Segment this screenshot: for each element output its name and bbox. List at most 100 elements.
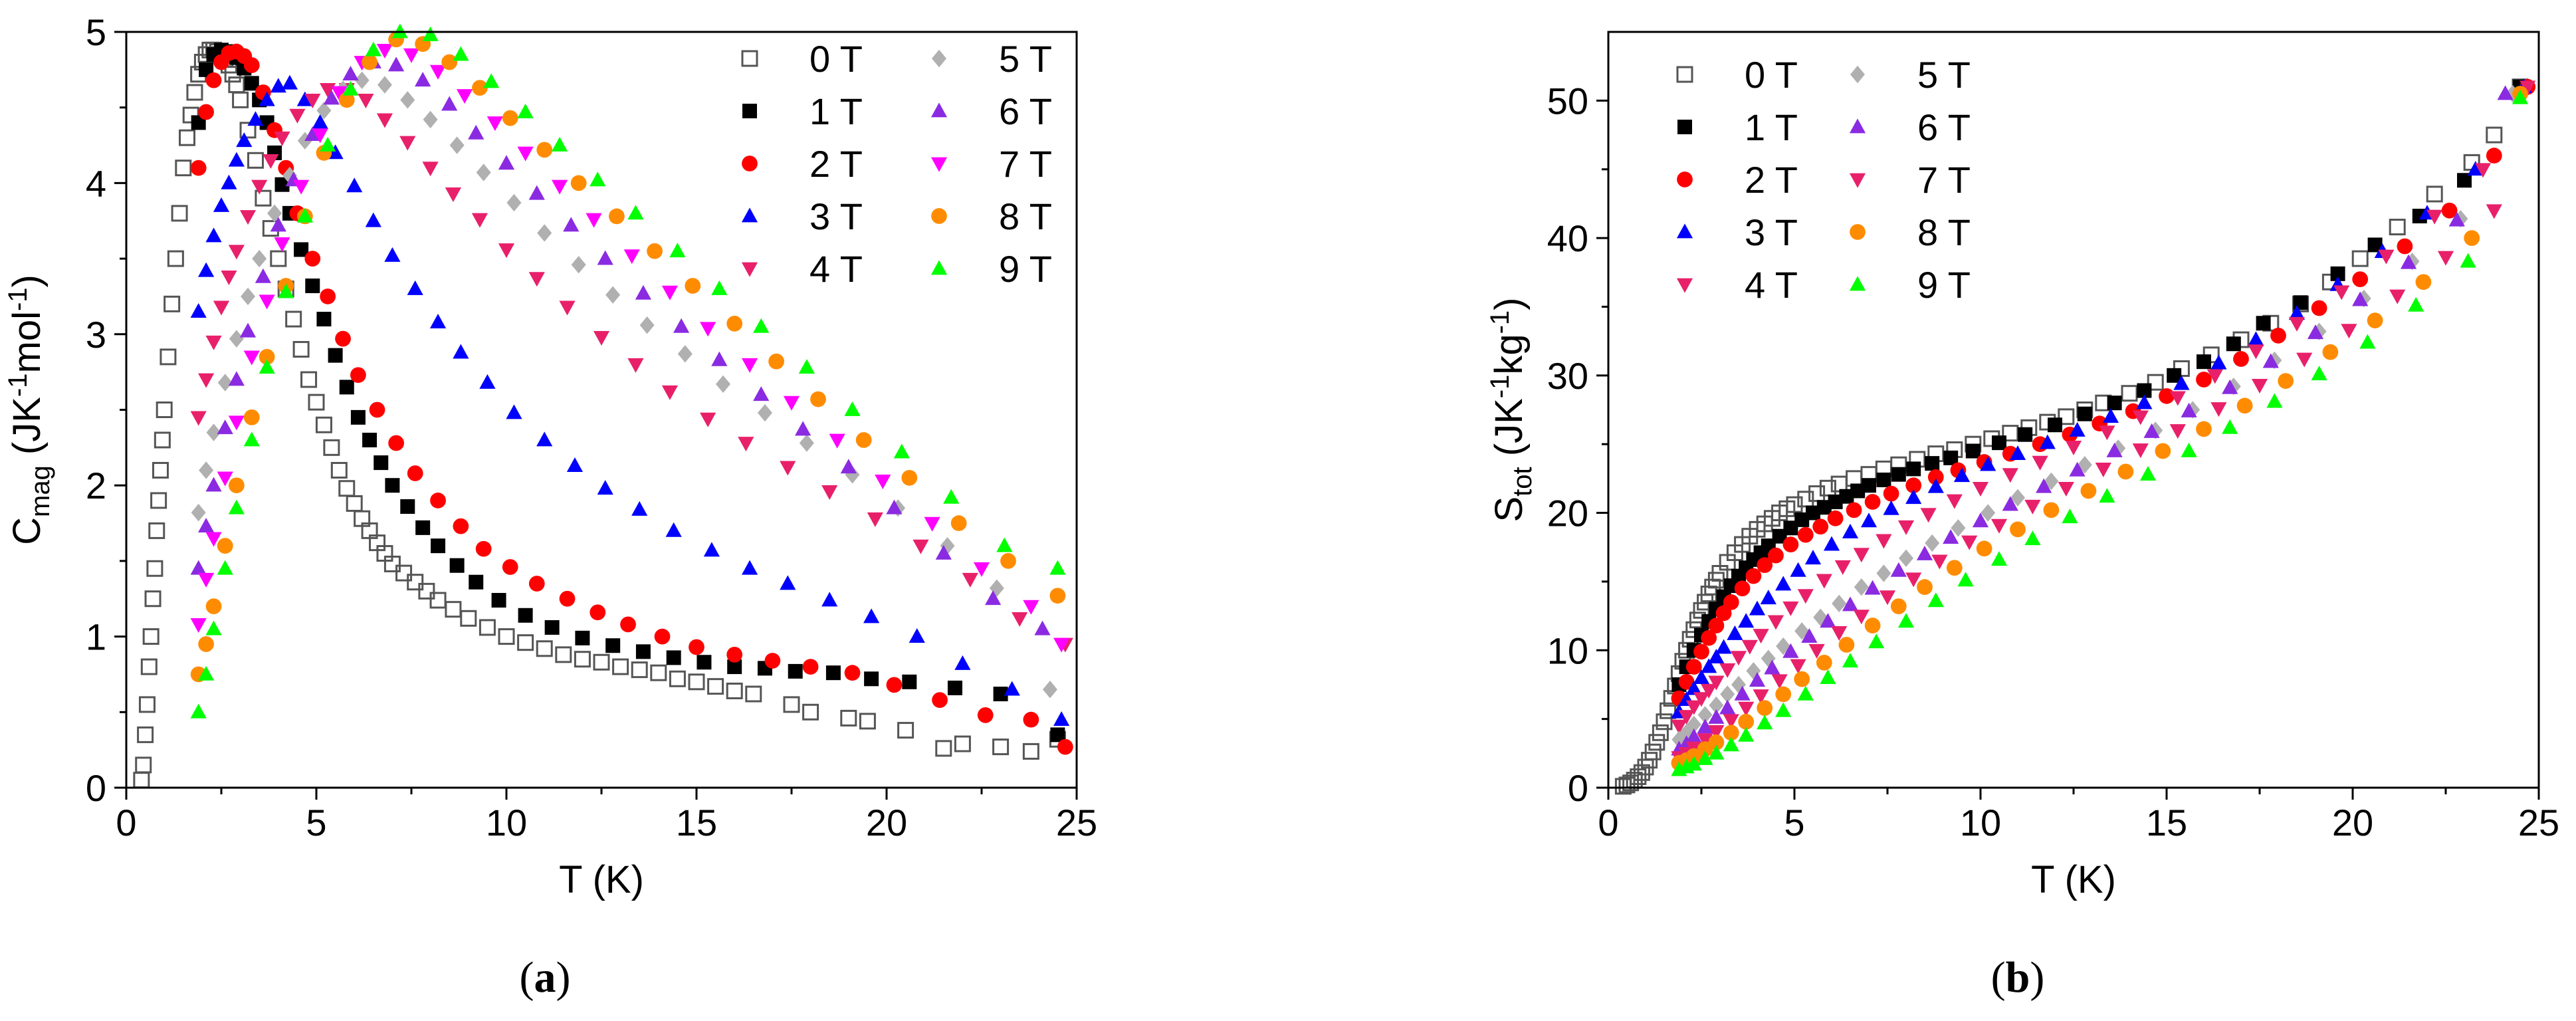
data-point — [2311, 300, 2327, 316]
data-point — [430, 493, 446, 509]
data-point — [304, 251, 321, 267]
data-point — [726, 316, 743, 332]
data-point — [716, 375, 731, 394]
data-point — [228, 415, 245, 431]
data-point — [270, 250, 287, 267]
data-point — [2106, 442, 2123, 457]
legend-marker — [742, 104, 757, 118]
data-point — [2222, 379, 2238, 394]
data-point — [1685, 659, 1702, 675]
legend-label: 7 T — [1917, 159, 1971, 201]
legend-label: 5 T — [1917, 54, 1971, 96]
data-point — [571, 255, 586, 274]
data-point — [2293, 295, 2308, 310]
data-point — [1905, 477, 1922, 494]
series-1t — [1671, 79, 2527, 692]
data-point — [1719, 663, 1736, 678]
data-point — [795, 421, 811, 436]
data-point — [1693, 669, 1710, 684]
data-point — [190, 618, 207, 633]
data-point — [293, 179, 310, 195]
data-point — [1708, 725, 1725, 740]
data-point — [586, 213, 602, 228]
data-point — [339, 380, 354, 395]
data-point — [935, 740, 952, 757]
data-point — [270, 78, 286, 93]
data-point — [962, 572, 978, 588]
data-point — [1738, 613, 1755, 628]
data-point — [2210, 354, 2227, 370]
data-point — [506, 193, 522, 212]
data-point — [1685, 680, 1702, 695]
legend-label: 6 T — [1917, 106, 1971, 148]
data-point — [536, 142, 553, 158]
data-point — [1850, 483, 1866, 499]
data-point — [400, 91, 415, 109]
data-point — [1917, 579, 1933, 596]
data-point — [312, 128, 328, 144]
data-point — [217, 560, 233, 575]
data-point — [1828, 495, 1843, 510]
data-point — [1946, 560, 1963, 576]
data-point — [388, 435, 404, 451]
data-point — [217, 538, 233, 554]
data-point — [328, 348, 343, 363]
data-point — [251, 179, 268, 195]
data-point — [1782, 643, 1799, 658]
data-point — [2236, 397, 2253, 414]
data-point — [1790, 562, 1806, 577]
legend-label: 8 T — [1917, 211, 1971, 253]
data-point — [631, 501, 648, 516]
data-point — [1023, 711, 1039, 728]
legend-item: 3 T — [741, 195, 863, 237]
panel-b-y-label-unit-open: (JK — [1487, 398, 1531, 467]
data-point — [1927, 469, 1944, 485]
data-point — [342, 80, 359, 96]
data-point — [2121, 385, 2138, 402]
data-point — [1685, 700, 1702, 715]
data-point — [2460, 253, 2476, 268]
data-point — [1990, 551, 2008, 566]
panel-a-legend: 0 T 1 T 2 T 3 T 4 T 5 T 6 T 7 T 8 T 9 T — [741, 38, 1052, 290]
data-point — [2426, 209, 2443, 225]
data-point — [486, 116, 503, 132]
data-point — [726, 647, 743, 663]
data-point — [864, 671, 879, 687]
y-tick-label: 50 — [1547, 80, 1588, 122]
y-tick-label: 5 — [86, 11, 106, 53]
data-point — [1816, 654, 1832, 671]
data-point — [144, 590, 161, 608]
legend-item: 1 T — [1677, 106, 1798, 148]
data-point — [2352, 271, 2369, 287]
data-point — [1023, 600, 1039, 615]
series-5t — [191, 71, 1057, 699]
data-point — [274, 131, 290, 146]
data-point — [346, 495, 363, 512]
series-3t — [190, 74, 1070, 727]
data-point — [205, 620, 222, 635]
x-tick-label: 15 — [676, 802, 717, 844]
data-point — [1812, 518, 1829, 535]
data-point — [2132, 410, 2149, 425]
data-point — [1719, 699, 1736, 715]
data-point — [2077, 406, 2092, 421]
data-point — [654, 628, 671, 645]
data-point — [2002, 425, 2019, 442]
data-point — [148, 522, 165, 539]
data-point — [935, 544, 952, 560]
data-point — [475, 540, 492, 557]
data-point — [1980, 456, 1996, 471]
data-point — [346, 177, 363, 193]
data-point — [323, 90, 340, 105]
data-point — [350, 409, 366, 425]
data-point — [1723, 725, 1739, 741]
chart-panel-b: 0 5 10 15 20 25 0 10 20 30 40 50 0 T 1 T 2 T 3 T 4 T 5 T… — [1485, 31, 2559, 901]
panel-b-data-points — [1614, 78, 2536, 795]
data-point — [1753, 689, 1769, 705]
data-point — [2359, 334, 2376, 349]
data-point — [243, 57, 260, 73]
data-point — [1820, 669, 1836, 684]
data-point — [2010, 489, 2025, 507]
data-point — [335, 330, 351, 347]
data-point — [429, 592, 447, 609]
